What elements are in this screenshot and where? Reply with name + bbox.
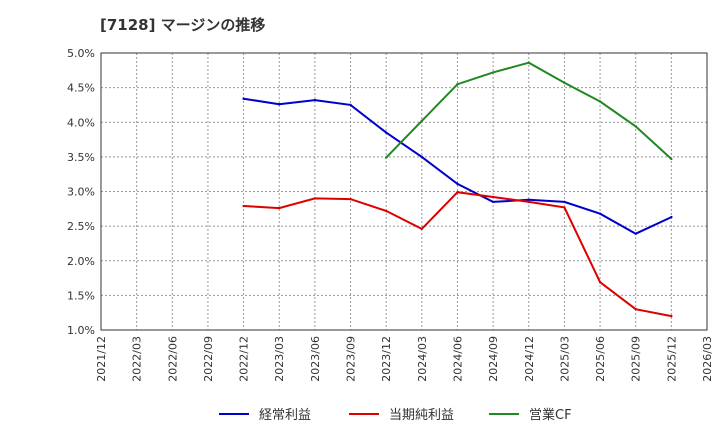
x-tick-label: 2024/03 bbox=[416, 336, 429, 382]
data-point bbox=[598, 212, 602, 215]
x-tick-label: 2023/12 bbox=[380, 336, 393, 382]
data-point bbox=[634, 232, 637, 235]
data-point bbox=[420, 155, 424, 159]
data-point bbox=[456, 82, 459, 86]
y-axis-tick-labels: 1.0% 1.5% 2.0% 2.5% 3.0% 3.5% 4.0% 4.5% 5.0% bbox=[67, 47, 95, 337]
x-tick-label: 2024/06 bbox=[451, 336, 464, 382]
data-point bbox=[563, 81, 566, 84]
x-tick-label: 2026/03 bbox=[701, 336, 714, 382]
x-tick-label: 2022/03 bbox=[131, 336, 144, 382]
data-point bbox=[278, 206, 281, 210]
plot-border bbox=[100, 52, 708, 331]
data-point bbox=[384, 156, 388, 159]
data-point bbox=[384, 209, 388, 213]
data-point bbox=[563, 200, 566, 204]
x-tick-label: 2023/03 bbox=[273, 336, 286, 382]
legend-label: 当期純利益 bbox=[389, 408, 454, 423]
data-point bbox=[598, 100, 602, 103]
data-point bbox=[634, 308, 637, 311]
data-point bbox=[670, 157, 673, 161]
data-point bbox=[278, 103, 281, 106]
data-point bbox=[420, 227, 424, 231]
data-point bbox=[349, 103, 352, 107]
data-point bbox=[242, 97, 245, 100]
x-tick-label: 2023/06 bbox=[309, 336, 322, 382]
data-point bbox=[527, 198, 530, 202]
data-point bbox=[527, 200, 530, 204]
y-tick-label: 4.0% bbox=[67, 116, 95, 129]
y-tick-label: 1.0% bbox=[67, 324, 95, 337]
chart-title: [7128] マージンの推移 bbox=[100, 16, 266, 34]
legend: 経常利益 当期純利益 営業CF bbox=[219, 407, 572, 423]
y-tick-label: 3.0% bbox=[67, 186, 95, 199]
data-point bbox=[313, 197, 317, 200]
data-point bbox=[634, 125, 637, 128]
legend-label: 経常利益 bbox=[259, 408, 311, 423]
y-tick-label: 4.5% bbox=[67, 82, 95, 95]
data-point bbox=[563, 206, 566, 209]
y-tick-label: 3.5% bbox=[67, 151, 95, 164]
x-tick-label: 2025/09 bbox=[630, 336, 643, 382]
data-point bbox=[349, 197, 352, 201]
x-tick-label: 2022/12 bbox=[238, 336, 251, 382]
x-tick-label: 2024/09 bbox=[487, 336, 500, 382]
x-tick-label: 2021/12 bbox=[95, 336, 108, 382]
x-tick-label: 2025/06 bbox=[594, 336, 607, 382]
y-tick-label: 2.5% bbox=[67, 220, 95, 233]
plot-background bbox=[101, 53, 707, 330]
x-tick-label: 2025/03 bbox=[558, 336, 571, 382]
x-tick-label: 2025/12 bbox=[665, 336, 678, 382]
data-point bbox=[670, 215, 673, 219]
y-tick-label: 1.5% bbox=[67, 289, 95, 302]
x-tick-label: 2022/06 bbox=[166, 336, 179, 382]
x-axis-tick-labels: 2021/12 2022/03 2022/06 2022/09 2022/12 2023/… bbox=[95, 336, 714, 382]
data-point bbox=[420, 119, 424, 123]
series-lines bbox=[242, 61, 673, 318]
data-point bbox=[491, 200, 495, 204]
data-point bbox=[313, 98, 317, 102]
data-point bbox=[598, 281, 602, 284]
x-tick-label: 2023/09 bbox=[345, 336, 358, 382]
data-point bbox=[670, 314, 673, 318]
data-point bbox=[491, 195, 495, 199]
data-point bbox=[527, 61, 530, 64]
x-tick-label: 2024/12 bbox=[523, 336, 536, 382]
y-tick-label: 5.0% bbox=[67, 47, 95, 60]
y-tick-label: 2.0% bbox=[67, 255, 95, 268]
data-point bbox=[491, 71, 495, 74]
legend-label: 営業CF bbox=[529, 407, 572, 423]
data-point bbox=[456, 190, 459, 194]
data-point bbox=[384, 131, 388, 134]
x-tick-label: 2022/09 bbox=[202, 336, 215, 382]
data-point bbox=[456, 182, 459, 186]
data-point bbox=[242, 204, 245, 208]
